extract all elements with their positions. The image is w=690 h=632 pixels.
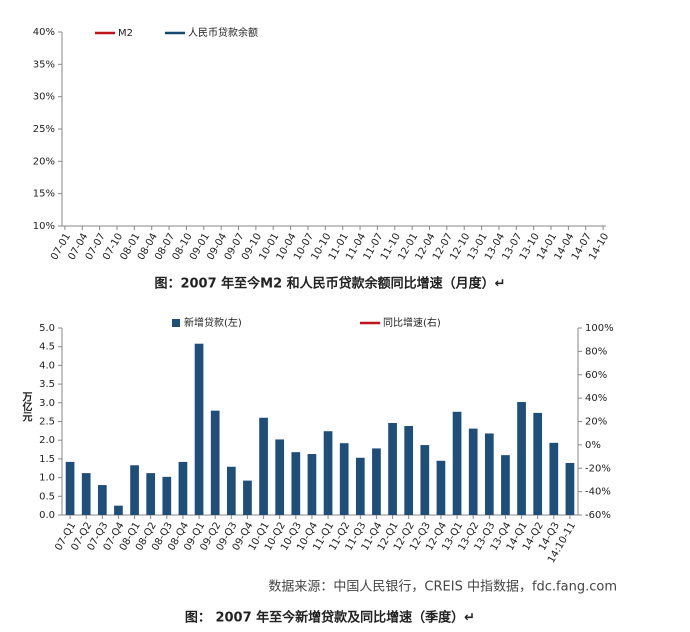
bar bbox=[194, 343, 204, 515]
y-tick-label: 5.0 bbox=[39, 323, 55, 334]
y-tick-label: 0.5 bbox=[39, 491, 55, 502]
bar bbox=[210, 410, 220, 515]
bar bbox=[388, 422, 397, 515]
bar bbox=[355, 457, 365, 515]
y-tick-label: 10% bbox=[33, 221, 55, 232]
y2-tick-label: 40% bbox=[585, 393, 607, 404]
y-tick-label: 35% bbox=[33, 59, 55, 70]
y-tick-label: 15% bbox=[33, 189, 55, 200]
bar bbox=[533, 412, 543, 515]
y-tick-label: 3.0 bbox=[39, 398, 55, 409]
bar bbox=[114, 505, 123, 515]
caption: 图：2007 年至今M2 和人民币贷款余额同比增速（月度）↵ bbox=[154, 276, 505, 292]
bar bbox=[452, 411, 462, 515]
y-tick-label: 4.0 bbox=[39, 360, 55, 371]
y-axis-label: 万亿元 bbox=[20, 391, 33, 422]
y-tick-label: 20% bbox=[33, 156, 55, 167]
bar bbox=[468, 428, 478, 515]
bar bbox=[420, 445, 430, 515]
y2-tick-label: 100% bbox=[585, 323, 614, 334]
bar bbox=[404, 425, 414, 515]
y-tick-label: 1.0 bbox=[39, 473, 55, 484]
legend-label: M2 bbox=[118, 28, 133, 39]
y2-tick-label: 80% bbox=[585, 346, 607, 357]
bar bbox=[501, 455, 510, 515]
bar bbox=[275, 439, 285, 515]
bar bbox=[372, 448, 381, 515]
bar bbox=[65, 461, 75, 515]
bar bbox=[146, 473, 156, 515]
legend-label: 人民币贷款余额 bbox=[188, 26, 258, 39]
bar bbox=[162, 476, 172, 515]
y-tick-label: 1.5 bbox=[39, 454, 55, 465]
y2-tick-label: 60% bbox=[585, 370, 607, 381]
legend-swatch bbox=[172, 319, 180, 327]
bar bbox=[291, 452, 301, 515]
bar bbox=[97, 485, 107, 515]
bar bbox=[81, 473, 91, 515]
y-tick-label: 4.5 bbox=[39, 342, 55, 353]
bar bbox=[243, 480, 252, 515]
y-tick-label: 0.0 bbox=[39, 510, 55, 521]
bar bbox=[323, 431, 333, 515]
legend-label: 新增贷款(左) bbox=[184, 316, 242, 329]
bar bbox=[226, 466, 236, 515]
bar bbox=[307, 454, 317, 515]
y-tick-label: 3.5 bbox=[39, 379, 55, 390]
source-note: 数据来源：中国人民银行，CREIS 中指数据，fdc.fang.com bbox=[268, 580, 617, 595]
bar bbox=[339, 443, 349, 515]
y-tick-label: 30% bbox=[33, 92, 55, 103]
y2-tick-label: 0% bbox=[585, 440, 601, 451]
bar bbox=[517, 402, 526, 515]
y-tick-label: 2.0 bbox=[39, 435, 55, 446]
bar bbox=[178, 461, 188, 515]
bar bbox=[484, 433, 494, 515]
y2-tick-label: -60% bbox=[585, 510, 611, 521]
y2-tick-label: -20% bbox=[585, 463, 611, 474]
bar bbox=[565, 463, 575, 515]
y2-tick-label: -40% bbox=[585, 487, 611, 498]
y-tick-label: 25% bbox=[33, 124, 55, 135]
bar bbox=[549, 442, 559, 515]
caption: 图： 2007 年至今新增贷款及同比增速（季度）↵ bbox=[185, 610, 475, 626]
y2-tick-label: 20% bbox=[585, 417, 607, 428]
legend-label: 同比增速(右) bbox=[383, 316, 441, 329]
bar bbox=[259, 417, 268, 515]
bar bbox=[436, 460, 446, 515]
y-tick-label: 2.5 bbox=[39, 417, 55, 428]
y-tick-label: 40% bbox=[33, 27, 55, 38]
bar bbox=[130, 465, 139, 515]
